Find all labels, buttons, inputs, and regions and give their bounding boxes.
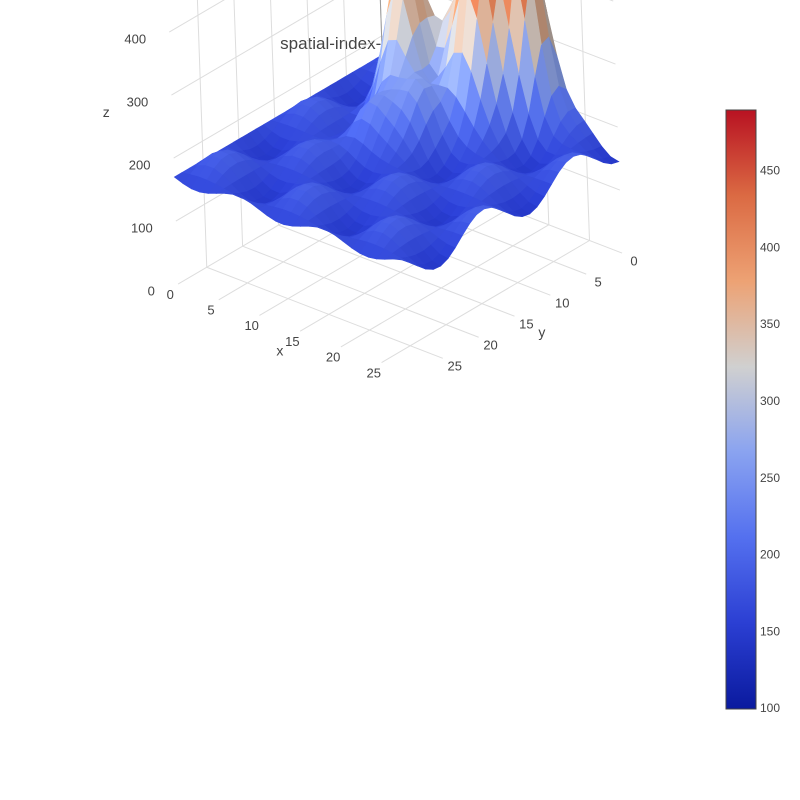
- y-tick-label: 10: [555, 296, 569, 311]
- y-tick-label: 0: [630, 253, 637, 268]
- colorbar-tick-label: 100: [760, 701, 780, 715]
- x-axis-title: x: [276, 342, 283, 358]
- y-tick-label: 25: [447, 359, 461, 374]
- floor-gridline: [299, 208, 509, 332]
- x-tick-label: 10: [244, 318, 258, 333]
- floor-gridline: [242, 245, 479, 338]
- surface-plot: [173, 0, 620, 270]
- colorbar-tick-label: 450: [760, 164, 780, 178]
- colorbar: 100 150 200 250 300 350 400 450: [725, 109, 780, 715]
- colorbar-tick-label: 200: [760, 548, 780, 562]
- surface-patch: [401, 259, 419, 267]
- wall-gridline: [233, 0, 244, 247]
- floor-gridline: [381, 240, 590, 364]
- y-axis-title: y: [538, 324, 545, 340]
- colorbar-tick-label: 350: [760, 317, 780, 331]
- z-tick-label: 100: [131, 221, 153, 236]
- colorbar-tick-label: 400: [760, 240, 780, 254]
- y-tick-label: 15: [519, 317, 533, 332]
- wall-gridline: [196, 0, 208, 268]
- floor-gridline: [340, 224, 550, 348]
- floor-gridline: [206, 266, 443, 359]
- x-tick-label: 15: [285, 334, 299, 349]
- wall-gridline: [171, 0, 335, 96]
- colorbar-tick-label: 300: [760, 394, 780, 408]
- x-tick-label: 20: [326, 350, 340, 365]
- x-tick-label: 25: [367, 365, 381, 380]
- z-axis-title: z: [103, 104, 110, 120]
- x-tick-label: 5: [207, 302, 214, 317]
- y-tick-label: 5: [595, 274, 602, 289]
- colorbar-tick-label: 250: [760, 471, 780, 485]
- z-tick-label: 300: [127, 95, 149, 110]
- axis-labels: 051015202505101520250100200300400500ɔ00x…: [103, 32, 638, 381]
- x-tick-label: 0: [167, 287, 174, 302]
- colorbar-tick-label: 150: [760, 624, 780, 638]
- colorbar-gradient: [725, 109, 757, 710]
- z-tick-label: 400: [124, 32, 146, 47]
- z-tick-label: 200: [129, 158, 151, 173]
- wall-gridline: [173, 35, 382, 159]
- wall-gridline: [169, 0, 225, 33]
- floor-gridline: [278, 224, 515, 317]
- z-tick-label: 0: [148, 284, 155, 299]
- y-tick-label: 20: [483, 338, 497, 353]
